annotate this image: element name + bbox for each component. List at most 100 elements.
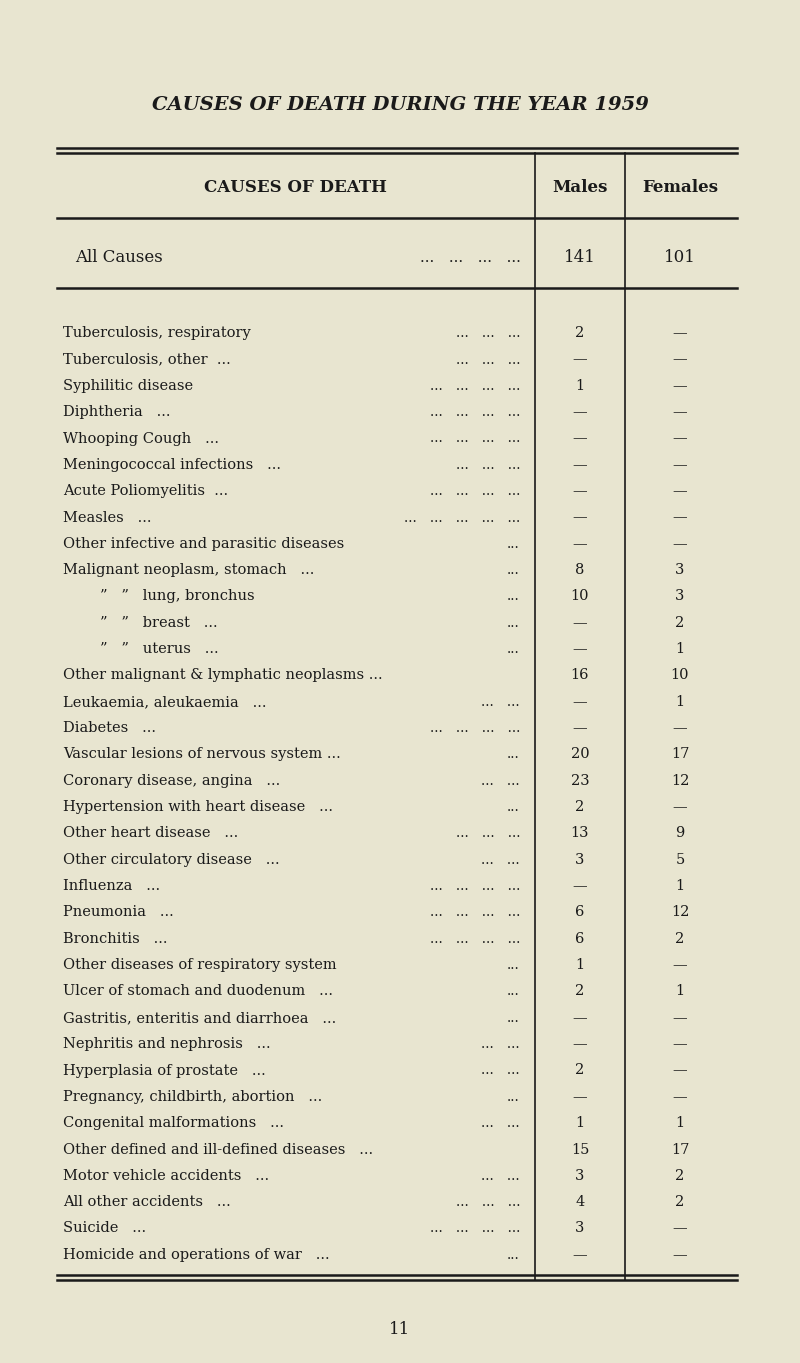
Text: —: — — [573, 484, 587, 497]
Text: —: — — [573, 537, 587, 551]
Text: Syphilitic disease: Syphilitic disease — [63, 379, 193, 393]
Text: Measles   ...: Measles ... — [63, 511, 151, 525]
Text: 15: 15 — [571, 1142, 589, 1156]
Text: —: — — [673, 458, 687, 472]
Text: ...: ... — [507, 747, 520, 762]
Text: Other infective and parasitic diseases: Other infective and parasitic diseases — [63, 537, 344, 551]
Text: Vascular lesions of nervous system ...: Vascular lesions of nervous system ... — [63, 747, 341, 762]
Text: 17: 17 — [671, 1142, 689, 1156]
Text: —: — — [573, 721, 587, 735]
Text: Other heart disease   ...: Other heart disease ... — [63, 826, 238, 841]
Text: 2: 2 — [675, 1169, 685, 1183]
Text: Pneumonia   ...: Pneumonia ... — [63, 905, 174, 920]
Text: CAUSES OF DEATH DURING THE YEAR 1959: CAUSES OF DEATH DURING THE YEAR 1959 — [151, 95, 649, 114]
Text: 2: 2 — [575, 326, 585, 341]
Text: —: — — [573, 458, 587, 472]
Text: 101: 101 — [664, 249, 696, 267]
Text: —: — — [673, 721, 687, 735]
Text: Acute Poliomyelitis  ...: Acute Poliomyelitis ... — [63, 484, 228, 497]
Text: —: — — [673, 1037, 687, 1051]
Text: —: — — [573, 1249, 587, 1262]
Text: Nephritis and nephrosis   ...: Nephritis and nephrosis ... — [63, 1037, 270, 1051]
Text: 1: 1 — [675, 642, 685, 656]
Text: ”   ”   uterus   ...: ” ” uterus ... — [100, 642, 218, 656]
Text: 1: 1 — [575, 958, 585, 972]
Text: ”   ”   lung, bronchus: ” ” lung, bronchus — [100, 590, 254, 604]
Text: 3: 3 — [575, 853, 585, 867]
Text: ...   ...   ...   ...: ... ... ... ... — [420, 251, 521, 264]
Text: ...   ...   ...   ...: ... ... ... ... — [430, 379, 520, 393]
Text: Hypertension with heart disease   ...: Hypertension with heart disease ... — [63, 800, 333, 814]
Text: Suicide   ...: Suicide ... — [63, 1221, 146, 1235]
Text: ...: ... — [507, 800, 520, 814]
Text: ...: ... — [507, 1249, 520, 1262]
Text: ...   ...   ...: ... ... ... — [455, 826, 520, 841]
Text: —: — — [573, 642, 587, 656]
Text: —: — — [573, 405, 587, 420]
Text: ...: ... — [507, 563, 520, 577]
Text: 2: 2 — [675, 1195, 685, 1209]
Text: 1: 1 — [675, 695, 685, 709]
Text: Diabetes   ...: Diabetes ... — [63, 721, 156, 735]
Text: 23: 23 — [570, 774, 590, 788]
Text: Other defined and ill-defined diseases   ...: Other defined and ill-defined diseases .… — [63, 1142, 373, 1156]
Text: —: — — [673, 405, 687, 420]
Text: 1: 1 — [675, 879, 685, 893]
Text: 3: 3 — [575, 1221, 585, 1235]
Text: Other malignant & lymphatic neoplasms ...: Other malignant & lymphatic neoplasms ..… — [63, 668, 382, 683]
Text: —: — — [573, 879, 587, 893]
Text: 5: 5 — [675, 853, 685, 867]
Text: —: — — [673, 353, 687, 367]
Text: Whooping Cough   ...: Whooping Cough ... — [63, 432, 219, 446]
Text: ...   ...   ...   ...: ... ... ... ... — [430, 905, 520, 920]
Text: ...   ...: ... ... — [482, 695, 520, 709]
Text: 1: 1 — [575, 1116, 585, 1130]
Text: ...   ...   ...   ...: ... ... ... ... — [430, 405, 520, 420]
Text: 11: 11 — [390, 1322, 410, 1338]
Text: —: — — [673, 1090, 687, 1104]
Text: ...   ...   ...   ...: ... ... ... ... — [430, 484, 520, 497]
Text: —: — — [673, 1063, 687, 1078]
Text: Ulcer of stomach and duodenum   ...: Ulcer of stomach and duodenum ... — [63, 984, 333, 999]
Text: —: — — [673, 800, 687, 814]
Text: ...   ...: ... ... — [482, 1037, 520, 1051]
Text: Other diseases of respiratory system: Other diseases of respiratory system — [63, 958, 337, 972]
Text: 6: 6 — [575, 932, 585, 946]
Text: Coronary disease, angina   ...: Coronary disease, angina ... — [63, 774, 280, 788]
Text: Tuberculosis, respiratory: Tuberculosis, respiratory — [63, 326, 250, 341]
Text: 3: 3 — [575, 1169, 585, 1183]
Text: 1: 1 — [675, 1116, 685, 1130]
Text: 9: 9 — [675, 826, 685, 841]
Text: —: — — [673, 432, 687, 446]
Text: ...: ... — [507, 1090, 520, 1104]
Text: ...: ... — [507, 590, 520, 604]
Text: 2: 2 — [675, 932, 685, 946]
Text: Homicide and operations of war   ...: Homicide and operations of war ... — [63, 1249, 330, 1262]
Text: ...   ...   ...: ... ... ... — [455, 326, 520, 341]
Text: ”   ”   breast   ...: ” ” breast ... — [100, 616, 218, 630]
Text: 12: 12 — [671, 905, 689, 920]
Text: Congenital malformations   ...: Congenital malformations ... — [63, 1116, 284, 1130]
Text: Meningococcal infections   ...: Meningococcal infections ... — [63, 458, 281, 472]
Text: ...   ...   ...: ... ... ... — [455, 1195, 520, 1209]
Text: —: — — [673, 1221, 687, 1235]
Text: Bronchitis   ...: Bronchitis ... — [63, 932, 167, 946]
Text: ...: ... — [507, 642, 520, 656]
Text: ...: ... — [507, 1011, 520, 1025]
Text: ...: ... — [507, 537, 520, 551]
Text: ...   ...   ...   ...: ... ... ... ... — [430, 932, 520, 946]
Text: 2: 2 — [575, 1063, 585, 1078]
Text: —: — — [573, 1037, 587, 1051]
Text: Malignant neoplasm, stomach   ...: Malignant neoplasm, stomach ... — [63, 563, 314, 577]
Text: Males: Males — [552, 179, 608, 195]
Text: 3: 3 — [675, 590, 685, 604]
Text: ...   ...   ...   ...: ... ... ... ... — [430, 1221, 520, 1235]
Text: Other circulatory disease   ...: Other circulatory disease ... — [63, 853, 280, 867]
Text: —: — — [673, 537, 687, 551]
Text: —: — — [673, 1249, 687, 1262]
Text: —: — — [573, 1011, 587, 1025]
Text: 2: 2 — [575, 800, 585, 814]
Text: Leukaemia, aleukaemia   ...: Leukaemia, aleukaemia ... — [63, 695, 266, 709]
Text: 1: 1 — [675, 984, 685, 999]
Text: CAUSES OF DEATH: CAUSES OF DEATH — [203, 179, 386, 195]
